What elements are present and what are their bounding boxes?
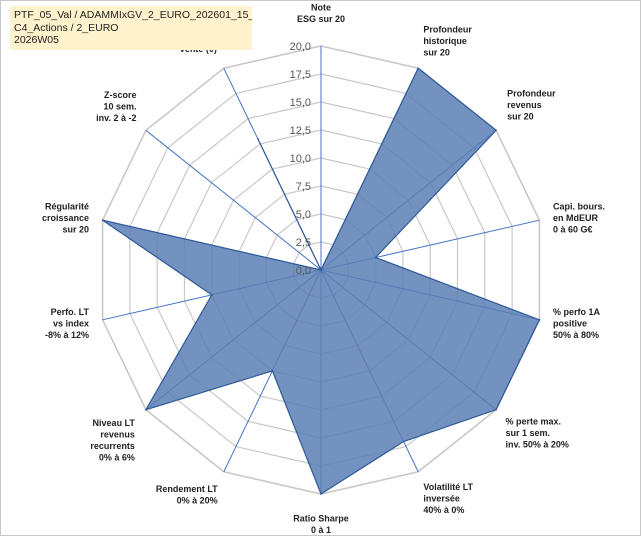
axis-label-line: sur 20 — [507, 112, 534, 122]
axis-label-line: Volatilité LT — [423, 482, 473, 492]
axis-label-line: 40% à 0% — [423, 505, 464, 515]
tick-label: 15,0 — [290, 97, 311, 109]
tick-label: 12,5 — [290, 125, 311, 137]
axis-label-1: Profondeur historique sur 20 — [423, 24, 472, 57]
axis-label-11: Régularité croissance sur 20 — [42, 201, 89, 234]
axis-label-7: Ratio Sharpe 0 à 1 — [293, 514, 349, 536]
axis-label-line: revenus — [507, 100, 542, 110]
title-line-category: C4_Actions / 2_EURO — [14, 21, 119, 34]
axis-label-line: historique — [423, 36, 467, 46]
axis-label-line: revenus — [100, 429, 135, 439]
axis-label-line: vs index — [53, 319, 89, 329]
data-point-2 — [495, 129, 497, 132]
title-line-portfolio: PTF_05_Val / ADAMMIxGV_2_EURO_202601_15_… — [14, 9, 252, 21]
tick-label: 5,0 — [296, 209, 311, 221]
data-point-1 — [417, 67, 420, 69]
axis-label-line: Capi. bours. — [553, 201, 605, 211]
axis-label-line: croissance — [42, 213, 89, 223]
axis-label-12: Z-score 10 sem. inv. 2 à -2 — [96, 90, 136, 123]
axis-label-line: inv. 50% à 20% — [506, 440, 569, 450]
tick-label: 0,0 — [296, 265, 311, 277]
data-point-10 — [211, 294, 213, 296]
axis-label-line: Profondeur — [423, 24, 472, 34]
tick-label: 7,5 — [296, 181, 311, 193]
axis-label-line: Note — [311, 3, 331, 13]
radar-tick-labels: 0,0 2,5 5,0 7,5 10,0 12,5 15,0 17,5 20,0 — [290, 41, 311, 277]
axis-label-line: positive — [553, 319, 587, 329]
axis-label-4: % perfo 1A positive 50% à 80% — [553, 307, 601, 340]
axis-label-line: Profondeur — [507, 89, 556, 99]
axis-label-line: 0 à 1 — [311, 525, 331, 535]
tick-label: 10,0 — [290, 153, 311, 165]
axis-label-9: Niveau LT revenus recurrents 0% à 6% — [90, 418, 135, 463]
data-point-3 — [374, 256, 377, 259]
axis-label-10: Perfo. LT vs index -8% à 12% — [45, 307, 90, 340]
data-point-6 — [402, 440, 405, 443]
axis-label-line: Perfo. LT — [51, 307, 90, 317]
data-point-7 — [320, 493, 322, 495]
axis-label-line: -8% à 12% — [45, 330, 89, 340]
axis-label-line: sur 20 — [62, 224, 89, 234]
axis-label-line: 50% à 80% — [553, 330, 599, 340]
axis-label-line: Niveau LT — [93, 418, 136, 428]
axis-label-line: 10 sem. — [103, 101, 136, 111]
axis-label-line: inversée — [423, 494, 460, 504]
radar-series — [101, 67, 541, 495]
tick-label: 17,5 — [290, 69, 311, 81]
axis-label-line: en MdEUR — [553, 213, 599, 223]
data-point-9 — [145, 408, 147, 411]
axis-label-line: sur 1 sem. — [506, 428, 551, 438]
tick-label: 2,5 — [296, 237, 311, 249]
axis-label-line: Ratio Sharpe — [293, 514, 349, 524]
chart-title-box: PTF_05_Val / ADAMMIxGV_2_EURO_202601_15_… — [10, 6, 252, 50]
axis-label-line: Z-score — [104, 90, 137, 100]
axis-label-line: % perte max. — [506, 417, 562, 427]
axis-label-line: 0% à 20% — [177, 495, 218, 505]
data-point-8 — [271, 370, 274, 372]
axis-label-line: ESG sur 20 — [297, 14, 345, 24]
data-point-5 — [495, 408, 497, 411]
axis-label-line: inv. 2 à -2 — [96, 113, 136, 123]
axis-label-0: Note ESG sur 20 — [297, 3, 345, 25]
axis-label-line: recurrents — [90, 441, 135, 451]
tick-label: 20,0 — [290, 41, 311, 53]
axis-label-line: % perfo 1A — [553, 307, 601, 317]
axis-label-line: 0 à 60 G€ — [553, 224, 593, 234]
spoke-12 — [145, 129, 322, 271]
axis-label-line: 0% à 6% — [99, 452, 135, 462]
axis-label-line: sur 20 — [423, 47, 450, 57]
axis-label-5: % perte max. sur 1 sem. inv. 50% à 20% — [506, 417, 569, 450]
title-line-week: 2026W05 — [14, 34, 59, 46]
axis-label-3: Capi. bours. en MdEUR 0 à 60 G€ — [553, 201, 605, 234]
axis-label-6: Volatilité LT inversée 40% à 0% — [423, 482, 473, 515]
axis-label-line: Rendement LT — [156, 484, 218, 494]
data-point-12 — [320, 269, 322, 271]
data-point-11 — [101, 219, 104, 221]
axis-label-line: Régularité — [45, 201, 89, 211]
data-point-13 — [257, 138, 259, 140]
axis-label-8: Rendement LT 0% à 20% — [156, 484, 218, 506]
data-point-4 — [538, 319, 541, 321]
axis-label-2: Profondeur revenus sur 20 — [507, 89, 556, 122]
